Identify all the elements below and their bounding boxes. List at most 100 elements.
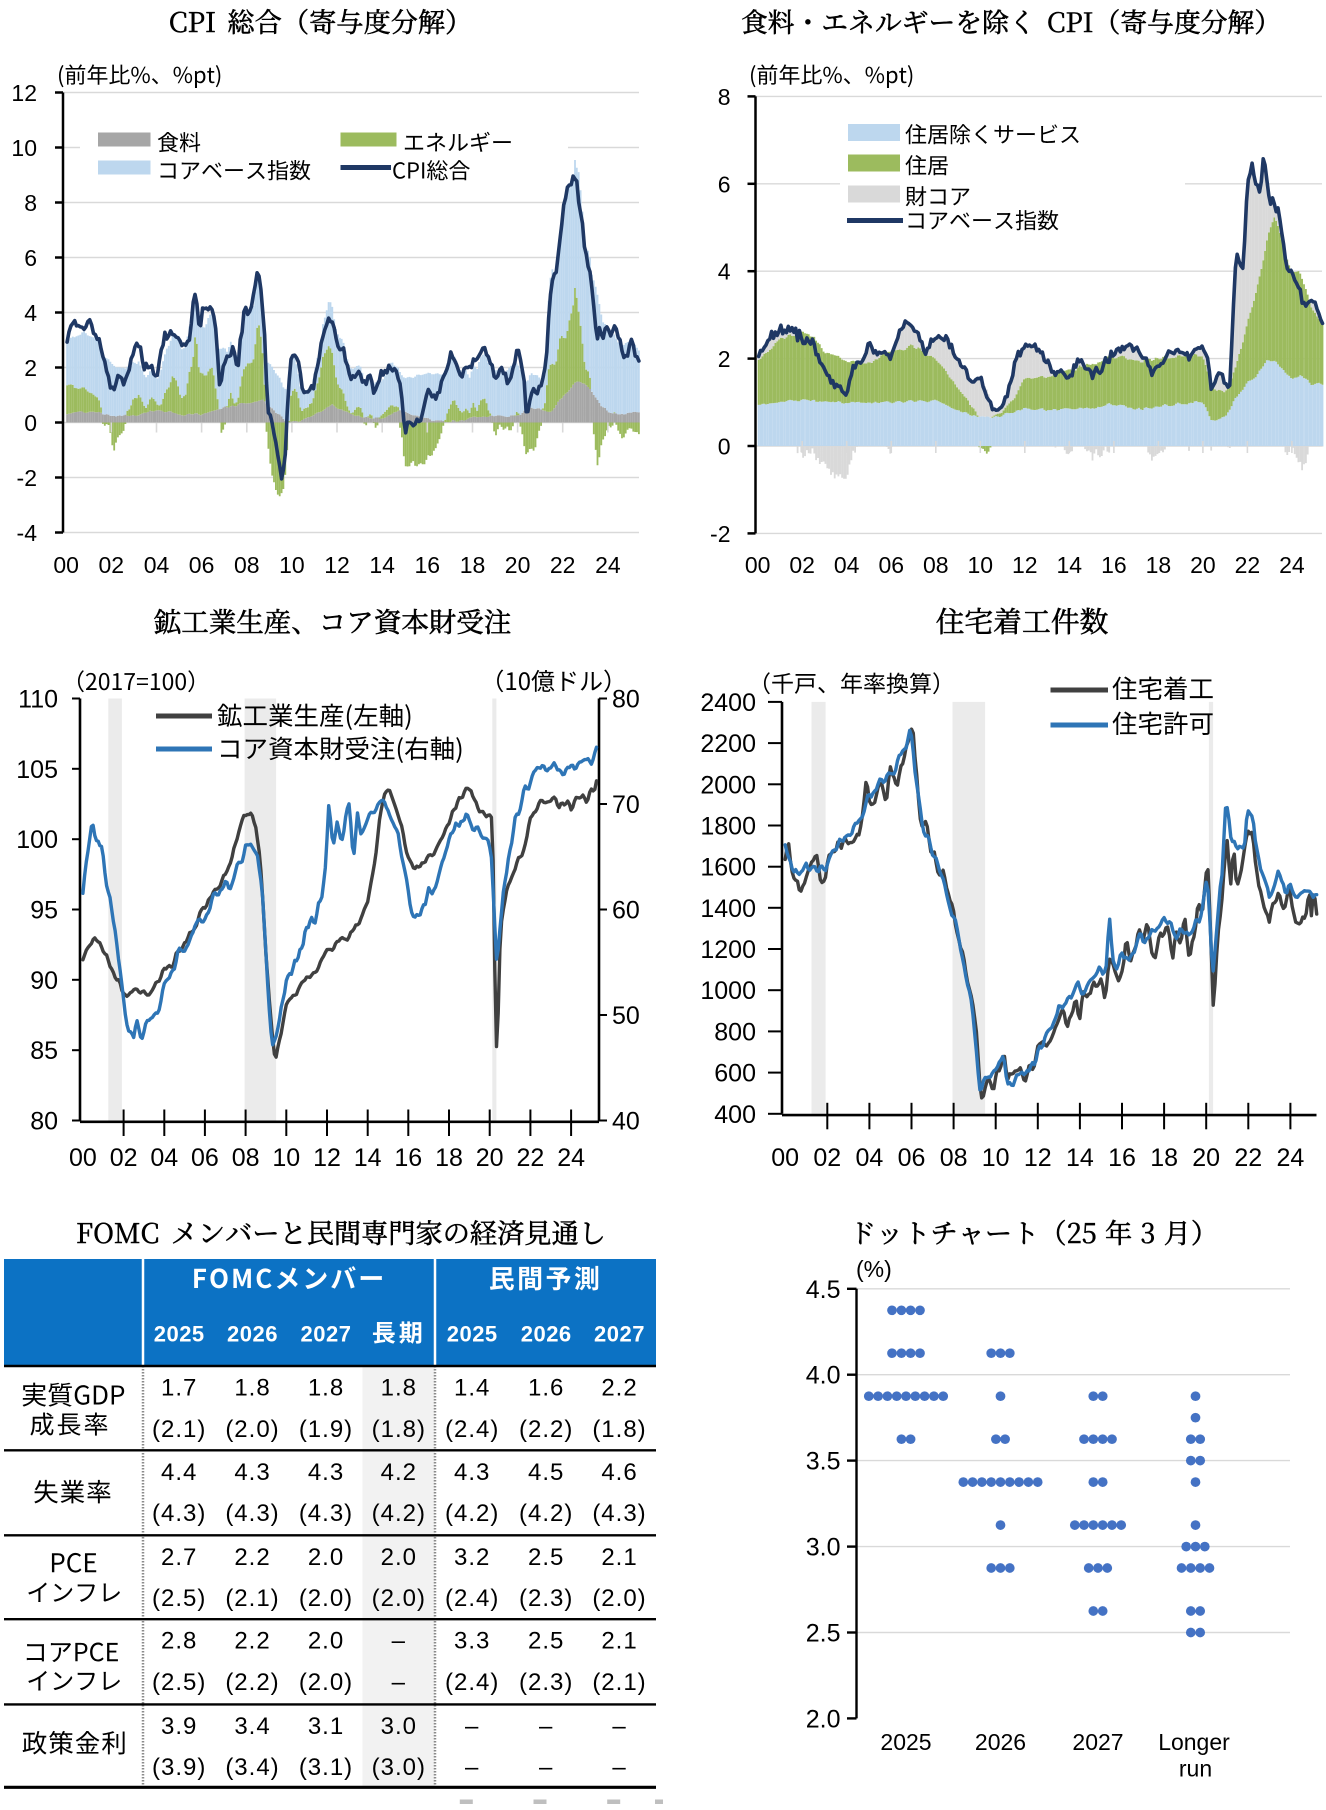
svg-text:2200: 2200 xyxy=(700,730,756,758)
svg-text:04: 04 xyxy=(855,1144,883,1172)
svg-text:2025: 2025 xyxy=(447,1322,498,1347)
svg-text:85: 85 xyxy=(30,1037,58,1065)
svg-text:(3.4): (3.4) xyxy=(225,1754,279,1781)
svg-text:3.0: 3.0 xyxy=(381,1713,417,1740)
svg-text:20: 20 xyxy=(476,1144,504,1172)
svg-text:10: 10 xyxy=(11,135,37,161)
svg-text:2.0: 2.0 xyxy=(308,1544,344,1571)
svg-text:4.0: 4.0 xyxy=(806,1362,841,1390)
svg-text:10: 10 xyxy=(968,552,994,578)
svg-text:(1.8): (1.8) xyxy=(592,1416,646,1443)
svg-text:18: 18 xyxy=(435,1144,463,1172)
svg-text:(2.4): (2.4) xyxy=(445,1669,499,1696)
svg-text:2026: 2026 xyxy=(975,1729,1026,1755)
svg-text:–: – xyxy=(392,1669,406,1696)
svg-text:06: 06 xyxy=(189,552,215,578)
svg-text:16: 16 xyxy=(415,552,441,578)
svg-text:2.5: 2.5 xyxy=(528,1628,564,1655)
svg-text:1.4: 1.4 xyxy=(454,1375,490,1402)
svg-text:3.0: 3.0 xyxy=(806,1534,841,1562)
svg-text:08: 08 xyxy=(234,552,260,578)
svg-text:2.2: 2.2 xyxy=(234,1628,270,1655)
svg-text:12: 12 xyxy=(313,1144,341,1172)
svg-text:08: 08 xyxy=(923,552,949,578)
svg-text:(2.1): (2.1) xyxy=(592,1669,646,1696)
svg-text:22: 22 xyxy=(1234,1144,1262,1172)
svg-text:(2.0): (2.0) xyxy=(592,1585,646,1612)
svg-text:06: 06 xyxy=(898,1144,926,1172)
svg-text:3.3: 3.3 xyxy=(454,1628,490,1655)
svg-text:04: 04 xyxy=(150,1144,178,1172)
svg-text:10: 10 xyxy=(279,552,305,578)
svg-text:1800: 1800 xyxy=(700,813,756,841)
svg-text:02: 02 xyxy=(789,552,815,578)
svg-text:12: 12 xyxy=(324,552,350,578)
svg-text:90: 90 xyxy=(30,967,58,995)
svg-text:(1.9): (1.9) xyxy=(299,1416,353,1443)
svg-text:10: 10 xyxy=(982,1144,1010,1172)
svg-text:8: 8 xyxy=(24,190,37,216)
svg-text:95: 95 xyxy=(30,897,58,925)
svg-text:400: 400 xyxy=(714,1101,756,1129)
svg-text:4.5: 4.5 xyxy=(806,1276,841,1304)
svg-text:(3.9): (3.9) xyxy=(152,1754,206,1781)
svg-text:(2.3): (2.3) xyxy=(519,1585,573,1612)
svg-text:2400: 2400 xyxy=(700,689,756,717)
svg-text:–: – xyxy=(612,1713,626,1740)
svg-text:12: 12 xyxy=(1012,552,1038,578)
svg-text:Longer: Longer xyxy=(1158,1729,1230,1755)
svg-text:2.5: 2.5 xyxy=(806,1620,841,1648)
svg-text:24: 24 xyxy=(1279,552,1305,578)
svg-text:2027: 2027 xyxy=(301,1322,352,1347)
svg-text:18: 18 xyxy=(1150,1144,1178,1172)
svg-text:3.5: 3.5 xyxy=(806,1448,841,1476)
svg-text:2025: 2025 xyxy=(880,1729,931,1755)
svg-text:(1.8): (1.8) xyxy=(372,1416,426,1443)
svg-text:3.2: 3.2 xyxy=(454,1544,490,1571)
svg-text:04: 04 xyxy=(144,552,170,578)
svg-text:10: 10 xyxy=(272,1144,300,1172)
svg-text:16: 16 xyxy=(394,1144,422,1172)
svg-text:6: 6 xyxy=(718,171,731,197)
svg-text:2026: 2026 xyxy=(521,1322,572,1347)
svg-text:22: 22 xyxy=(550,552,576,578)
svg-text:1.7: 1.7 xyxy=(161,1375,197,1402)
svg-text:2.0: 2.0 xyxy=(806,1705,841,1733)
svg-text:24: 24 xyxy=(1276,1144,1304,1172)
svg-text:2.5: 2.5 xyxy=(528,1544,564,1571)
svg-text:(2.2): (2.2) xyxy=(519,1416,573,1443)
svg-text:40: 40 xyxy=(612,1108,640,1136)
svg-text:–: – xyxy=(612,1754,626,1781)
svg-text:4: 4 xyxy=(24,300,37,326)
svg-text:1.8: 1.8 xyxy=(381,1375,417,1402)
svg-text:1000: 1000 xyxy=(700,977,756,1005)
svg-text:600: 600 xyxy=(714,1060,756,1088)
svg-text:2025: 2025 xyxy=(154,1322,205,1347)
svg-text:2.8: 2.8 xyxy=(161,1628,197,1655)
svg-text:100: 100 xyxy=(16,826,58,854)
svg-text:2.7: 2.7 xyxy=(161,1544,197,1571)
svg-text:20: 20 xyxy=(1190,552,1216,578)
svg-text:22: 22 xyxy=(516,1144,544,1172)
svg-text:2: 2 xyxy=(24,355,37,381)
svg-text:20: 20 xyxy=(505,552,531,578)
svg-text:08: 08 xyxy=(232,1144,260,1172)
svg-text:14: 14 xyxy=(369,552,395,578)
svg-text:(2.1): (2.1) xyxy=(225,1585,279,1612)
svg-text:04: 04 xyxy=(834,552,860,578)
svg-text:1.6: 1.6 xyxy=(528,1375,564,1402)
svg-text:1400: 1400 xyxy=(700,895,756,923)
svg-text:4: 4 xyxy=(718,259,731,285)
svg-text:70: 70 xyxy=(612,791,640,819)
svg-text:–: – xyxy=(465,1713,479,1740)
svg-text:12: 12 xyxy=(1024,1144,1052,1172)
svg-text:02: 02 xyxy=(110,1144,138,1172)
svg-text:06: 06 xyxy=(879,552,905,578)
svg-text:4.2: 4.2 xyxy=(381,1459,417,1486)
svg-text:00: 00 xyxy=(771,1144,799,1172)
svg-text:(2.1): (2.1) xyxy=(152,1416,206,1443)
svg-text:1600: 1600 xyxy=(700,854,756,882)
svg-text:08: 08 xyxy=(940,1144,968,1172)
svg-text:800: 800 xyxy=(714,1018,756,1046)
svg-text:2: 2 xyxy=(718,346,731,372)
